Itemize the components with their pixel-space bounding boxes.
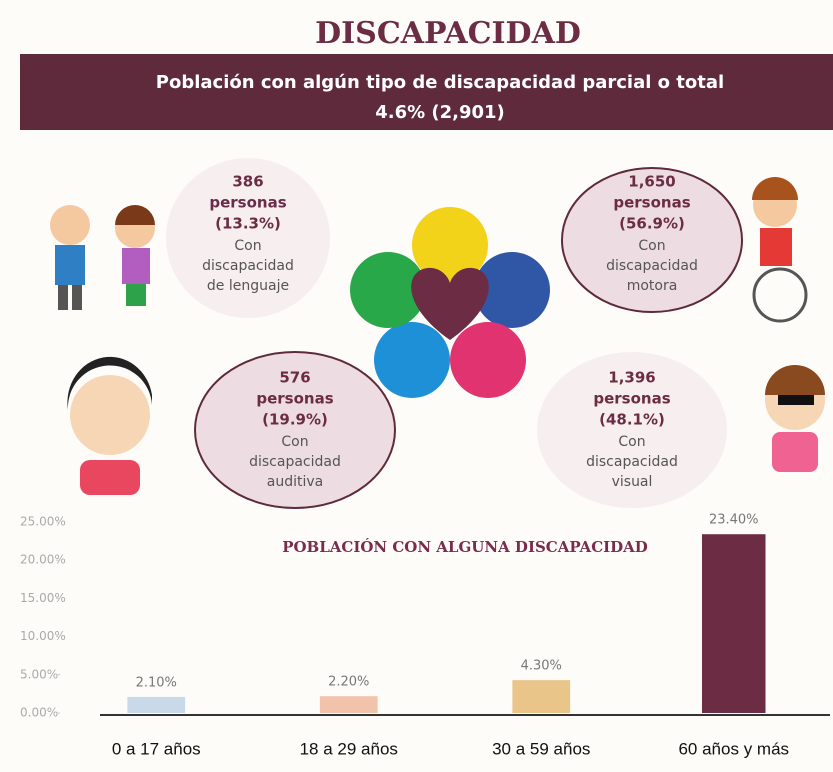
- value-label: 4.30%: [521, 659, 562, 674]
- value-label: 2.20%: [328, 675, 369, 690]
- callout-text: Con: [281, 434, 308, 450]
- callout-text: motora: [627, 278, 678, 294]
- callout-text: de lenguaje: [207, 278, 289, 294]
- flower-icon: [350, 207, 550, 398]
- y-tick-label: 5.00%: [20, 667, 58, 681]
- callout-text: discapacidad: [606, 258, 698, 274]
- bubble: [561, 167, 743, 313]
- callout-unit: personas: [256, 390, 333, 408]
- callout-unit: personas: [593, 390, 670, 408]
- callout-text: Con: [638, 238, 665, 254]
- bar: [319, 696, 378, 713]
- callout-text: Con: [234, 238, 261, 254]
- banner: [20, 54, 833, 130]
- y-tick-label: 25.00%: [20, 515, 66, 529]
- callout-text: discapacidad: [249, 454, 341, 470]
- x-tick-label: 0 a 17 años: [112, 739, 201, 758]
- callout-text: discapacidad: [202, 258, 294, 274]
- callout-unit: personas: [613, 194, 690, 212]
- bubble: [537, 352, 727, 508]
- subtitle: Población con algún tipo de discapacidad…: [156, 72, 724, 93]
- bar: [127, 696, 186, 713]
- bubbles: [166, 158, 743, 509]
- callout-text: Con: [618, 434, 645, 450]
- callout-count: 576: [279, 369, 310, 387]
- callout-unit: personas: [209, 194, 286, 212]
- callout-percent: (48.1%): [599, 411, 665, 429]
- callout-text: auditiva: [267, 474, 323, 490]
- bubble: [166, 158, 330, 318]
- value-label: 2.10%: [136, 675, 177, 690]
- x-tick-label: 30 a 59 años: [492, 739, 590, 758]
- chart-title: POBLACIÓN CON ALGUNA DISCAPACIDAD: [282, 538, 648, 556]
- bar: [701, 534, 766, 713]
- callout-count: 386: [232, 173, 263, 191]
- x-tick-label: 18 a 29 años: [300, 739, 398, 758]
- x-tick-label: 60 años y más: [678, 739, 789, 758]
- callout-percent: (56.9%): [619, 215, 685, 233]
- y-tick-label: 20.00%: [20, 553, 66, 567]
- callout-text: visual: [612, 474, 653, 490]
- callout-count: 1,650: [628, 173, 675, 191]
- bar: [512, 680, 571, 713]
- value-label: 23.40%: [709, 513, 759, 528]
- total: 4.6% (2,901): [375, 102, 505, 123]
- bubble: [194, 351, 396, 509]
- y-tick-label: 15.00%: [20, 591, 66, 605]
- callout-text: discapacidad: [586, 454, 678, 470]
- y-tick-label: 0.00%: [20, 706, 58, 720]
- y-tick-label: 10.00%: [20, 629, 66, 643]
- title: DISCAPACIDAD: [315, 16, 581, 51]
- callout-percent: (13.3%): [215, 215, 281, 233]
- callout-count: 1,396: [608, 369, 655, 387]
- callout-percent: (19.9%): [262, 411, 328, 429]
- children-figures: [50, 177, 825, 495]
